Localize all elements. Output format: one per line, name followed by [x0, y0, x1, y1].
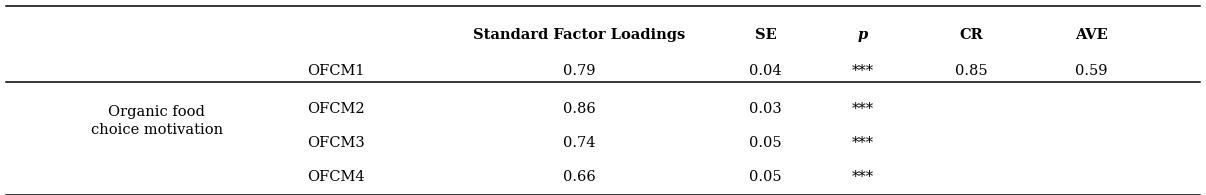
Text: AVE: AVE — [1075, 28, 1108, 42]
Text: OFCM1: OFCM1 — [308, 64, 365, 78]
Text: Standard Factor Loadings: Standard Factor Loadings — [473, 28, 685, 42]
Text: ***: *** — [851, 136, 873, 150]
Text: ***: *** — [851, 64, 873, 78]
Text: 0.03: 0.03 — [749, 102, 783, 116]
Text: SE: SE — [755, 28, 777, 42]
Text: OFCM4: OFCM4 — [308, 170, 365, 184]
Text: 0.79: 0.79 — [563, 64, 595, 78]
Text: 0.66: 0.66 — [562, 170, 596, 184]
Text: CR: CR — [959, 28, 983, 42]
Text: ***: *** — [851, 170, 873, 184]
Text: 0.74: 0.74 — [563, 136, 595, 150]
Text: 0.05: 0.05 — [749, 136, 783, 150]
Text: 0.86: 0.86 — [562, 102, 596, 116]
Text: OFCM2: OFCM2 — [308, 102, 365, 116]
Text: OFCM3: OFCM3 — [308, 136, 365, 150]
Text: 0.04: 0.04 — [749, 64, 783, 78]
Text: p: p — [857, 28, 867, 42]
Text: 0.85: 0.85 — [954, 64, 988, 78]
Text: Organic food
choice motivation: Organic food choice motivation — [90, 105, 223, 137]
Text: 0.59: 0.59 — [1076, 64, 1107, 78]
Text: 0.05: 0.05 — [749, 170, 783, 184]
Text: ***: *** — [851, 102, 873, 116]
